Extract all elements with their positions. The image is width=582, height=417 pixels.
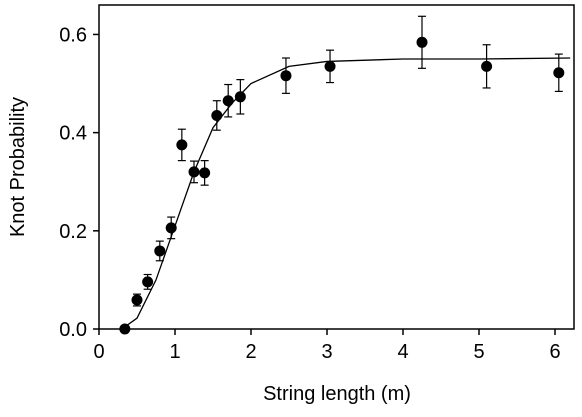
data-point	[119, 323, 131, 335]
data-point	[199, 167, 211, 179]
x-tick-label: 2	[245, 341, 256, 363]
x-tick-label: 6	[549, 341, 560, 363]
data-point	[553, 67, 565, 79]
x-tick-label: 1	[169, 341, 180, 363]
y-tick-label: 0.6	[59, 24, 87, 46]
y-axis-label: Knot Probability	[7, 97, 29, 237]
data-point	[481, 60, 493, 72]
fit-curve	[121, 57, 571, 330]
x-tick-label: 5	[473, 341, 484, 363]
data-point	[176, 139, 188, 151]
y-tick-label: 0.4	[59, 123, 87, 145]
data-point	[131, 294, 143, 306]
x-tick-label: 0	[93, 341, 104, 363]
x-axis-label: String length (m)	[263, 383, 411, 405]
y-tick-label: 0.2	[59, 221, 87, 243]
y-tick-label: 0.0	[59, 319, 87, 341]
data-point	[234, 91, 246, 103]
data-point	[142, 276, 154, 288]
x-tick-label: 3	[321, 341, 332, 363]
data-point	[280, 70, 292, 82]
plot-frame	[98, 4, 575, 330]
data-point	[416, 36, 428, 48]
data-point	[211, 109, 223, 121]
data-point	[154, 245, 166, 257]
data-point	[222, 95, 234, 107]
data-point	[324, 60, 336, 72]
x-tick-label: 4	[397, 341, 408, 363]
